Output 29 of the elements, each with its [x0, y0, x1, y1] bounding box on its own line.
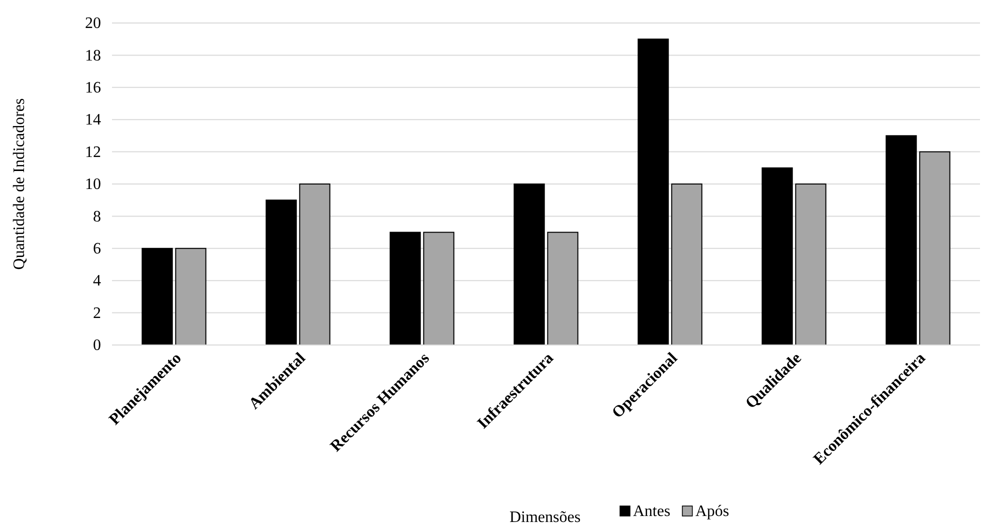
- bar: [175, 248, 206, 346]
- bar: [762, 167, 793, 346]
- y-tick-label: 14: [85, 112, 101, 129]
- legend-label: Após: [695, 503, 730, 520]
- bar: [671, 184, 702, 346]
- y-tick-label: 0: [93, 337, 101, 354]
- bar: [638, 38, 669, 346]
- bar: [390, 232, 421, 346]
- bar: [423, 232, 454, 346]
- y-tick-label: 12: [85, 144, 101, 161]
- y-tick-label: 10: [85, 176, 101, 194]
- bar: [547, 232, 578, 346]
- bar: [795, 184, 826, 346]
- y-tick-label: 2: [93, 304, 101, 322]
- bar: [299, 184, 330, 346]
- y-tick-label: 8: [93, 208, 101, 226]
- legend-label: Antes: [633, 503, 670, 520]
- bar: [142, 248, 173, 346]
- x-axis-title: Dimensões: [509, 509, 581, 526]
- y-tick-label: 18: [85, 47, 101, 64]
- bar: [919, 151, 950, 346]
- bar: [266, 200, 297, 346]
- y-axis-title: Quantidade de Indicadores: [11, 98, 28, 270]
- y-tick-label: 6: [93, 240, 101, 258]
- y-tick-label: 4: [93, 272, 101, 290]
- bar: [514, 184, 545, 346]
- bar: [886, 135, 917, 346]
- y-tick-label: 20: [85, 15, 101, 32]
- y-tick-label: 16: [85, 80, 101, 97]
